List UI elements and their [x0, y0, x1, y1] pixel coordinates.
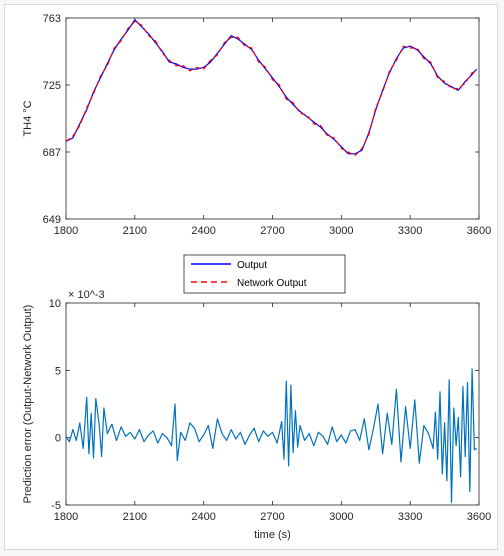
x-tick-label: 2100	[123, 225, 147, 237]
x-tick-label: 3600	[467, 225, 491, 237]
legend-label-network-output: Network Output	[237, 278, 307, 289]
plot-area	[65, 17, 480, 220]
x-tick-label: 2400	[191, 225, 215, 237]
x-tick-label: 1800	[54, 225, 78, 237]
x-tick-label: 2700	[260, 511, 284, 523]
legend-box	[183, 254, 346, 294]
x-tick-label: 2400	[191, 511, 215, 523]
y-tick-label: 687	[43, 147, 61, 159]
y-tick-label: 10	[49, 298, 61, 310]
y-tick-label: 5	[55, 365, 61, 377]
x-tick-label: 2100	[123, 511, 147, 523]
legend: Output Network Output	[183, 254, 346, 294]
x-tick-label: 3600	[467, 511, 491, 523]
series-line-network-output	[65, 20, 477, 157]
x-tick-label: 1800	[54, 511, 78, 523]
y-tick-label: 649	[43, 214, 61, 226]
prediction-error-plot: 1800 2100 2400 2700 3000 3300 3600 -5 0 5 10 Predic…	[22, 289, 491, 541]
y-exponent-label: × 10^-3	[68, 289, 105, 301]
series-line-error	[65, 368, 478, 503]
series-line-output	[65, 19, 478, 155]
y-tick-label: 0	[55, 433, 61, 445]
legend-label-output: Output	[237, 260, 267, 271]
x-tick-label: 2700	[260, 225, 284, 237]
y-tick-label: -5	[51, 500, 61, 512]
y-axis-label: TH4 °C	[22, 100, 34, 136]
figure-frame: 1800 2100 2400 2700 3000 3300 3600 649 687 725 763…	[4, 4, 498, 550]
x-tick-label: 3300	[398, 225, 422, 237]
y-tick-label: 725	[43, 80, 61, 92]
x-tick-label: 3000	[329, 511, 353, 523]
temperature-plot: 1800 2100 2400 2700 3000 3300 3600 649 687 725 763…	[22, 13, 491, 237]
x-tick-label: 3000	[329, 225, 353, 237]
plot-area	[65, 302, 480, 506]
figure-svg: 1800 2100 2400 2700 3000 3300 3600 649 687 725 763…	[22, 13, 491, 541]
y-axis-label: Prediction error (Output-Network Output)	[22, 305, 34, 504]
y-tick-label: 763	[43, 13, 61, 25]
x-axis-label: time (s)	[254, 529, 291, 541]
x-tick-label: 3300	[398, 511, 422, 523]
